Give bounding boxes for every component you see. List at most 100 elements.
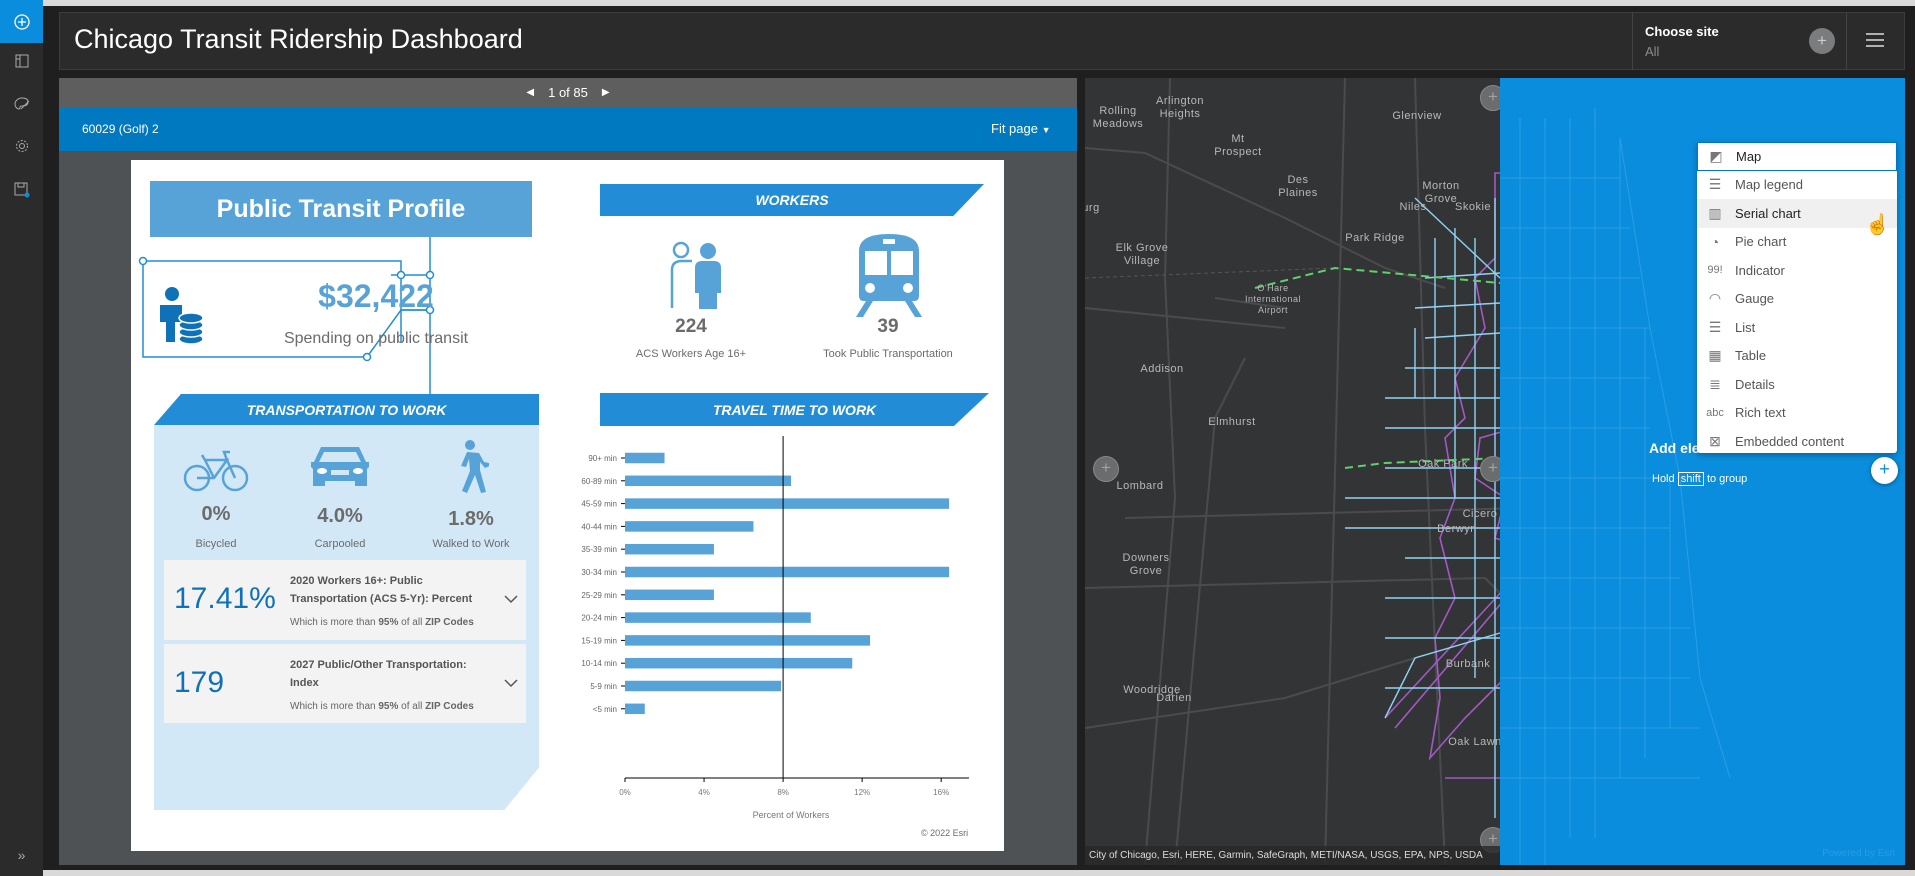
chevron-down-icon[interactable] xyxy=(504,679,518,688)
site-selector-label[interactable]: Choose site xyxy=(1645,24,1719,39)
map-place-label: Lombard xyxy=(1116,480,1164,492)
menu-item-indicator[interactable]: 99! Indicator xyxy=(1697,256,1897,285)
travel-time-header: TRAVEL TIME TO WORK xyxy=(600,393,989,426)
map-place-label: Des Plaines xyxy=(1278,174,1318,199)
fit-page-dropdown[interactable]: Fit page ▼ xyxy=(991,121,1051,136)
bar xyxy=(625,657,853,669)
bicycled-label: Bicycled xyxy=(195,538,237,550)
stat-card[interactable]: 17.41% 2020 Workers 16+: Public Transpor… xyxy=(164,560,526,640)
y-tick-label: 40-44 min xyxy=(581,522,617,531)
map-place-label: Rolling Meadows xyxy=(1092,105,1144,130)
bar xyxy=(625,543,714,555)
add-element-menu: ◩ Map ☰ Map legend ▥ Serial chart ◔ Pie chart 99… xyxy=(1697,142,1897,453)
menu-item-label: Map xyxy=(1736,148,1762,164)
transportation-header: TRANSPORTATION TO WORK xyxy=(154,394,539,425)
sidebar-item-theme[interactable] xyxy=(0,82,43,125)
menu-item-map-legend[interactable]: ☰ Map legend xyxy=(1697,171,1897,200)
travel-time-chart: 90+ min 60-89 min 45-59 min 40-44 min 35-39 … xyxy=(581,436,969,820)
sidebar-item-settings[interactable] xyxy=(0,124,43,167)
chevron-down-icon[interactable] xyxy=(504,595,518,604)
y-tick-label: 30-34 min xyxy=(581,568,617,577)
map-place-label: Berwyn xyxy=(1437,523,1477,535)
menu-item-pie-chart[interactable]: ◔ Pie chart xyxy=(1697,228,1897,257)
map-place-label: Arlington Heights xyxy=(1156,95,1204,120)
workers-count-label: ACS Workers Age 16+ xyxy=(635,348,747,360)
map-place-label: Park Ridge xyxy=(1345,232,1405,244)
y-tick-label: 35-39 min xyxy=(581,545,617,554)
x-tick-label: 0% xyxy=(619,788,631,797)
map-place-label: Mt Prospect xyxy=(1214,133,1262,158)
y-tick-label: 5-9 min xyxy=(590,682,617,691)
menu-item-label: Indicator xyxy=(1735,262,1785,278)
hamburger-menu-icon[interactable] xyxy=(1866,32,1884,53)
x-tick-label: 8% xyxy=(777,788,789,797)
bicycled-value: 0% xyxy=(201,503,231,525)
y-tick-label: 20-24 min xyxy=(581,614,617,623)
gear-icon xyxy=(15,139,28,152)
menu-item-embedded-content[interactable]: ⊠ Embedded content xyxy=(1697,427,1897,456)
menu-item-rich-text[interactable]: abc Rich text xyxy=(1697,399,1897,428)
bar xyxy=(625,452,665,464)
menu-item-table[interactable]: ▦ Table xyxy=(1697,342,1897,371)
x-axis-title: Percent of Workers xyxy=(753,810,830,820)
sidebar-item-save[interactable] xyxy=(0,168,43,211)
person-coins-icon xyxy=(160,287,204,345)
menu-item-gauge[interactable]: ◠ Gauge xyxy=(1697,285,1897,314)
bar xyxy=(625,612,811,623)
y-tick-label: 15-19 min xyxy=(581,636,617,645)
add-element-drop-zone-plus-icon[interactable]: + xyxy=(1093,456,1119,482)
sidebar-item-add-element[interactable] xyxy=(0,0,43,43)
pointer-cursor-icon: ☝ xyxy=(1865,214,1890,236)
bar xyxy=(625,521,754,532)
public-transport-count: 39 xyxy=(877,316,899,337)
map-place-label: Elmhurst xyxy=(1208,416,1256,428)
add-element-label: Add ele xyxy=(1649,440,1700,456)
caret-down-icon: ▼ xyxy=(1041,125,1051,135)
sidebar-item-layout[interactable] xyxy=(0,39,43,82)
bar xyxy=(625,566,950,578)
menu-item-details[interactable]: ≣ Details xyxy=(1697,370,1897,399)
group-hint: Hold shift to group xyxy=(1652,472,1748,486)
y-tick-label: 10-14 min xyxy=(581,659,617,668)
report-pager: ◀ 1 of 85 ▶ xyxy=(59,78,1077,107)
map-place-label: Oak Park xyxy=(1418,458,1468,470)
bar xyxy=(625,589,714,601)
map-place-label: urg xyxy=(1085,202,1100,214)
map-place-label: Glenview xyxy=(1392,110,1442,122)
stat-card-note: Which is more than 95% of all ZIP Codes xyxy=(290,701,474,712)
stat-card[interactable]: 179 2027 Public/Other Transportation: In… xyxy=(164,644,526,723)
menu-item-label: Rich text xyxy=(1735,405,1786,421)
workers-icon xyxy=(670,241,721,309)
site-selector-value[interactable]: All xyxy=(1645,44,1660,59)
spending-value: $32,422 xyxy=(318,278,434,314)
profile-title: Public Transit Profile xyxy=(150,181,532,237)
menu-item-label: Embedded content xyxy=(1735,433,1845,449)
expand-sidebar-button[interactable]: » xyxy=(17,846,26,863)
next-page-icon[interactable]: ▶ xyxy=(601,87,610,98)
bar xyxy=(625,680,782,692)
sidebar: » xyxy=(0,0,43,876)
menu-item-map[interactable]: ◩ Map xyxy=(1697,142,1897,171)
dashboard-header[interactable] xyxy=(59,12,1905,70)
y-tick-label: <5 min xyxy=(593,705,617,714)
rich-text-icon: abc xyxy=(1706,406,1724,419)
details-icon: ≣ xyxy=(1709,375,1721,392)
menu-item-label: Serial chart xyxy=(1735,205,1801,221)
stat-card-value: 179 xyxy=(174,666,225,699)
add-element-plus-icon[interactable]: + xyxy=(1809,28,1835,54)
menu-item-label: Map legend xyxy=(1735,177,1803,193)
menu-item-label: Table xyxy=(1735,348,1767,364)
overlay-map-ghost xyxy=(1500,108,1731,865)
car-icon xyxy=(311,447,369,486)
stat-card-title: 2027 Public/Other Transportation: Index xyxy=(290,659,467,689)
dashboard-title: Chicago Transit Ridership Dashboard xyxy=(74,24,523,54)
previous-page-icon[interactable]: ◀ xyxy=(526,87,535,98)
header-divider xyxy=(1846,12,1847,70)
add-element-button[interactable]: + xyxy=(1871,457,1898,484)
map-place-label: Addison xyxy=(1140,363,1184,375)
menu-item-list[interactable]: ☰ List xyxy=(1697,313,1897,342)
menu-item-serial-chart[interactable]: ▥ Serial chart xyxy=(1697,199,1897,228)
bar xyxy=(625,703,645,715)
page-indicator: 1 of 85 xyxy=(548,85,588,100)
save-icon xyxy=(14,182,29,197)
